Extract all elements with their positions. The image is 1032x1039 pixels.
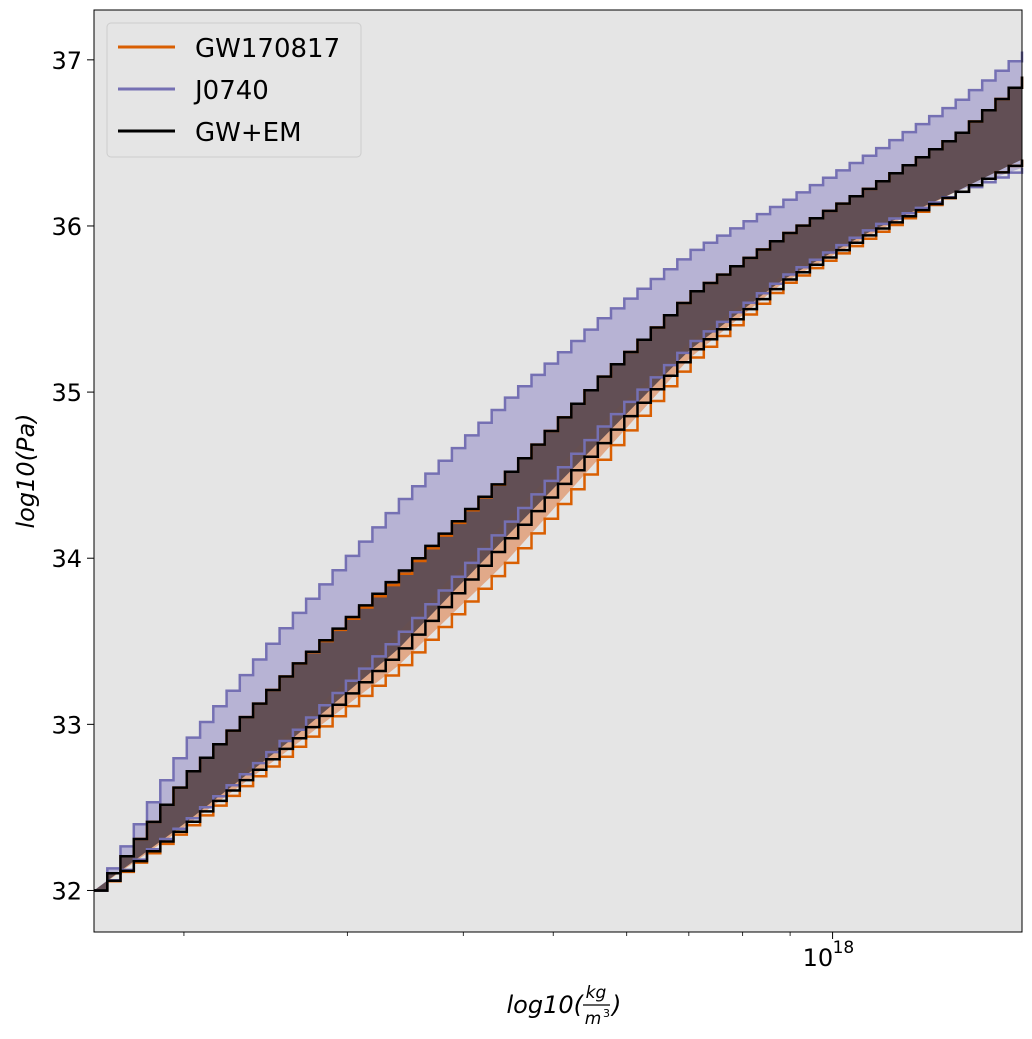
y-axis-label: log10(Pa) [12, 413, 40, 528]
x-axis-label-denominator: m [585, 1009, 602, 1029]
x-axis-label-denominator-exponent: 3 [603, 1007, 610, 1020]
y-tick-label-37: 37 [51, 47, 82, 75]
y-tick-label-34: 34 [51, 545, 82, 573]
legend-label-j0740: J0740 [193, 76, 269, 106]
x-axis-label-suffix: ) [610, 991, 621, 1019]
x-axis-label: log10( kg m 3 ) [507, 983, 622, 1029]
upper-line-gw-em [94, 76, 1024, 892]
x-tick-label-exponent: 18 [833, 938, 855, 958]
x-axis-label-numerator: kg [586, 983, 607, 1003]
legend-box [106, 22, 362, 158]
y-tick-label-32: 32 [51, 877, 82, 905]
upper-line-j0740 [94, 51, 1024, 892]
series-lines [94, 51, 1024, 892]
x-tick-label: 10 [803, 944, 834, 972]
y-axis: 32 33 34 35 36 37 [51, 47, 94, 905]
x-axis-label-prefix: log10( [507, 991, 585, 1019]
x-axis: 10 18 [183, 932, 855, 972]
legend: GW170817 J0740 GW+EM [106, 22, 362, 158]
plot-frame [93, 9, 1023, 933]
legend-label-gw170817: GW170817 [195, 34, 340, 64]
y-tick-label-36: 36 [51, 213, 82, 241]
lower-line-gw170817 [94, 159, 1024, 892]
lower-line-gw-em [94, 159, 1024, 892]
y-tick-label-33: 33 [51, 711, 82, 739]
y-tick-label-35: 35 [51, 379, 82, 407]
legend-label-gw-em: GW+EM [195, 118, 302, 148]
